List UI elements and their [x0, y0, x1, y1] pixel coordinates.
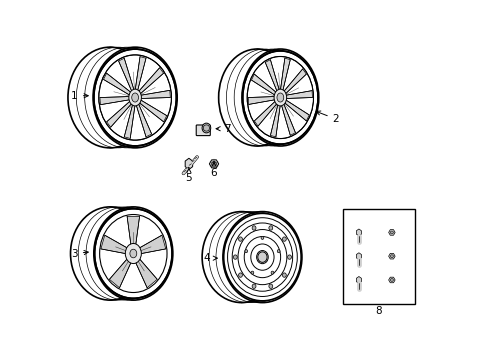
Polygon shape [356, 276, 361, 283]
Polygon shape [356, 253, 361, 260]
Polygon shape [254, 100, 277, 126]
Ellipse shape [100, 215, 166, 292]
Polygon shape [270, 103, 280, 137]
Text: 8: 8 [375, 306, 382, 316]
Ellipse shape [203, 125, 209, 131]
Polygon shape [138, 99, 166, 122]
Polygon shape [119, 58, 134, 93]
Ellipse shape [202, 123, 210, 133]
Ellipse shape [268, 284, 272, 288]
Polygon shape [251, 74, 276, 96]
Polygon shape [103, 73, 131, 96]
Polygon shape [388, 277, 394, 283]
Ellipse shape [389, 255, 392, 258]
Ellipse shape [247, 57, 313, 139]
Ellipse shape [250, 271, 253, 274]
Polygon shape [138, 68, 163, 95]
Ellipse shape [99, 55, 171, 140]
Text: 3: 3 [71, 248, 88, 258]
Polygon shape [140, 90, 170, 99]
Ellipse shape [257, 252, 266, 262]
Polygon shape [356, 229, 361, 236]
Polygon shape [209, 160, 218, 168]
Ellipse shape [211, 162, 216, 166]
Ellipse shape [223, 213, 301, 301]
Polygon shape [109, 257, 132, 288]
Ellipse shape [276, 93, 283, 102]
Text: 4: 4 [203, 253, 217, 263]
Ellipse shape [287, 255, 291, 259]
Polygon shape [100, 96, 130, 105]
Ellipse shape [277, 249, 280, 253]
Ellipse shape [128, 89, 141, 106]
Ellipse shape [270, 271, 273, 274]
Ellipse shape [125, 243, 141, 264]
Polygon shape [264, 60, 279, 93]
Ellipse shape [244, 249, 247, 253]
Ellipse shape [282, 237, 285, 241]
Polygon shape [127, 216, 139, 247]
Bar [343, 209, 414, 304]
Ellipse shape [273, 89, 286, 106]
Ellipse shape [389, 279, 392, 282]
Polygon shape [283, 99, 308, 121]
Polygon shape [135, 57, 146, 92]
Ellipse shape [238, 273, 242, 277]
Polygon shape [285, 91, 312, 99]
Polygon shape [185, 158, 192, 170]
FancyBboxPatch shape [196, 125, 210, 136]
Polygon shape [136, 103, 151, 137]
Text: 6: 6 [210, 162, 217, 178]
Ellipse shape [94, 49, 176, 146]
Text: 2: 2 [316, 111, 339, 124]
Ellipse shape [247, 57, 312, 138]
Polygon shape [388, 253, 394, 259]
Text: 1: 1 [71, 91, 88, 101]
Ellipse shape [242, 51, 317, 144]
Polygon shape [248, 96, 275, 104]
Ellipse shape [131, 93, 138, 102]
Polygon shape [388, 230, 394, 235]
Ellipse shape [261, 236, 263, 239]
Ellipse shape [252, 226, 255, 230]
Ellipse shape [100, 56, 170, 139]
Ellipse shape [268, 226, 272, 230]
Polygon shape [124, 103, 135, 139]
Ellipse shape [282, 273, 285, 277]
Ellipse shape [238, 237, 242, 241]
Ellipse shape [252, 284, 255, 288]
Ellipse shape [94, 209, 172, 298]
Polygon shape [101, 235, 129, 254]
Polygon shape [281, 103, 295, 135]
Text: 7: 7 [216, 124, 230, 134]
Polygon shape [280, 58, 290, 92]
Ellipse shape [389, 231, 392, 234]
Polygon shape [134, 257, 157, 288]
Ellipse shape [130, 249, 137, 258]
Polygon shape [138, 235, 165, 254]
Polygon shape [283, 69, 306, 95]
Polygon shape [106, 100, 132, 127]
Ellipse shape [233, 255, 237, 259]
Text: 5: 5 [185, 168, 192, 183]
